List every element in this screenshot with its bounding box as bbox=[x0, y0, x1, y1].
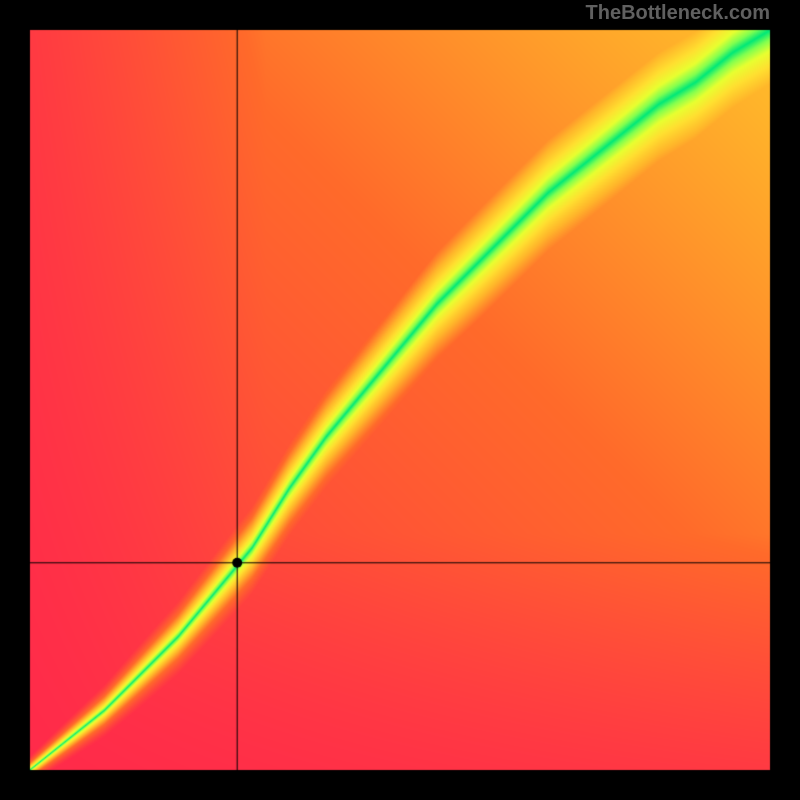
chart-container: TheBottleneck.com bbox=[0, 0, 800, 800]
bottleneck-heatmap bbox=[0, 0, 800, 800]
watermark-text: TheBottleneck.com bbox=[586, 2, 770, 25]
